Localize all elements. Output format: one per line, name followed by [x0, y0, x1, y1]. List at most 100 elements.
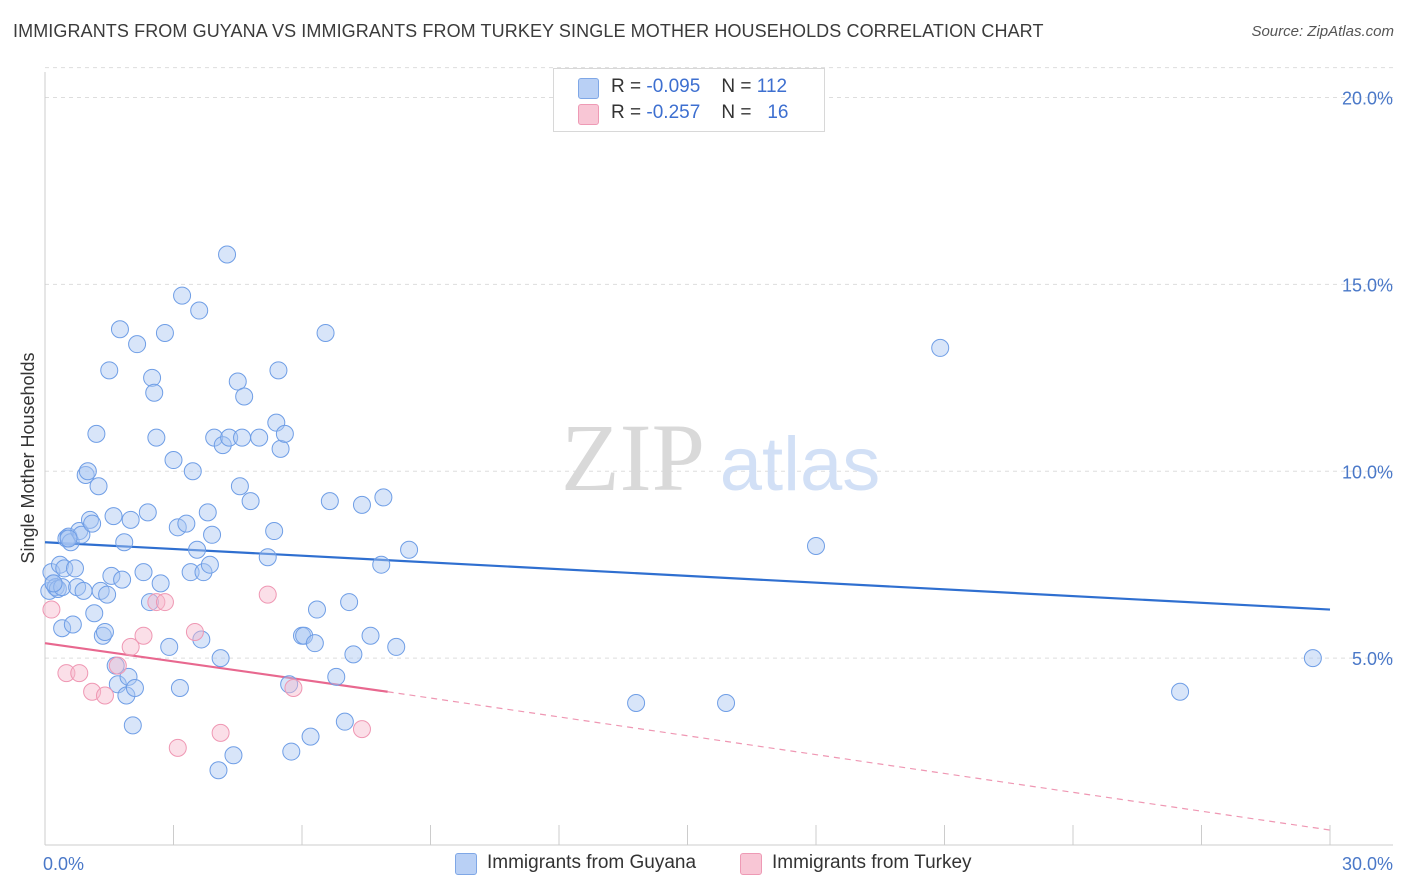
point-guyana — [100, 361, 119, 380]
point-guyana — [65, 559, 84, 578]
point-guyana — [275, 424, 294, 443]
point-guyana — [145, 383, 164, 402]
point-guyana — [305, 634, 324, 653]
chart-source: Source: ZipAtlas.com — [1251, 23, 1394, 40]
point-guyana — [110, 320, 129, 339]
point-turkey — [155, 593, 174, 612]
point-guyana — [140, 593, 159, 612]
point-guyana — [53, 619, 72, 638]
point-guyana — [220, 428, 239, 447]
point-guyana — [177, 514, 196, 533]
point-guyana — [121, 510, 140, 529]
point-guyana — [327, 667, 346, 686]
point-guyana — [335, 712, 354, 731]
point-guyana — [138, 503, 157, 522]
point-guyana — [151, 574, 170, 593]
legend-label-turkey: Immigrants from Turkey — [772, 852, 972, 873]
gridlines — [45, 67, 1393, 659]
point-guyana — [627, 693, 646, 712]
y-tick-label: 10.0% — [1342, 462, 1393, 482]
point-guyana — [200, 555, 219, 574]
point-guyana — [119, 667, 138, 686]
point-guyana — [340, 593, 359, 612]
point-turkey — [108, 656, 127, 675]
stats-legend: R = -0.095 N = 112 R = -0.257 N = 16 — [553, 68, 825, 132]
point-guyana — [85, 604, 104, 623]
point-guyana — [155, 323, 174, 342]
point-guyana — [183, 462, 202, 481]
legend-swatch-turkey — [740, 853, 762, 875]
point-guyana — [233, 428, 252, 447]
n-label: N = — [721, 102, 752, 123]
point-turkey — [352, 720, 371, 739]
n-value-turkey: 16 — [767, 102, 789, 123]
point-guyana — [125, 679, 144, 698]
point-guyana — [218, 245, 237, 264]
point-guyana — [115, 533, 134, 552]
point-guyana — [209, 761, 228, 780]
point-guyana — [78, 462, 97, 481]
point-guyana — [59, 529, 78, 548]
point-turkey — [121, 637, 140, 656]
y-tick-label: 15.0% — [1342, 275, 1393, 295]
point-guyana — [374, 488, 393, 507]
legend-swatch-guyana — [578, 78, 599, 99]
point-turkey — [168, 738, 187, 757]
point-guyana — [344, 645, 363, 664]
point-turkey — [211, 723, 230, 742]
point-guyana — [282, 742, 301, 761]
point-guyana — [271, 439, 290, 458]
point-guyana — [104, 507, 123, 526]
n-label: N = — [721, 76, 752, 97]
point-guyana — [55, 559, 74, 578]
point-turkey — [57, 664, 76, 683]
legend-swatch-turkey — [578, 104, 599, 125]
point-guyana — [316, 323, 335, 342]
chart-title: IMMIGRANTS FROM GUYANA VS IMMIGRANTS FRO… — [13, 21, 1044, 41]
point-guyana — [87, 424, 106, 443]
y-axis-title: Single Mother Households — [18, 352, 38, 563]
trend-line-guyana — [44, 541, 1331, 611]
point-guyana — [361, 626, 380, 645]
point-guyana — [807, 537, 825, 555]
r-label: R = — [611, 76, 642, 97]
point-guyana — [241, 492, 260, 511]
point-turkey — [284, 679, 303, 698]
watermark-zip: ZIP — [561, 404, 705, 511]
point-guyana — [83, 514, 102, 533]
point-guyana — [190, 301, 209, 320]
point-guyana — [1303, 649, 1322, 668]
axes — [44, 72, 1393, 846]
r-value-guyana: -0.095 — [646, 76, 701, 97]
point-guyana — [228, 372, 247, 391]
legend-label-guyana: Immigrants from Guyana — [487, 852, 697, 873]
point-guyana — [265, 522, 284, 541]
point-turkey — [42, 600, 61, 619]
point-turkey — [258, 585, 277, 604]
trend-line-turkey-extension — [387, 691, 1331, 831]
n-value-guyana: 112 — [756, 76, 788, 97]
point-guyana — [164, 451, 183, 470]
y-tick-label: 20.0% — [1342, 89, 1393, 109]
point-guyana — [102, 566, 121, 585]
point-guyana — [301, 727, 320, 746]
point-guyana — [173, 286, 192, 305]
point-guyana — [717, 693, 736, 712]
legend-swatch-guyana — [455, 853, 477, 875]
point-guyana — [213, 436, 232, 455]
point-turkey — [134, 626, 153, 645]
point-guyana — [53, 578, 72, 597]
point-guyana — [123, 716, 142, 735]
point-guyana — [168, 518, 187, 537]
point-turkey — [185, 622, 204, 641]
point-guyana — [372, 555, 391, 574]
x-tick-label: 0.0% — [43, 854, 84, 874]
point-guyana — [320, 492, 339, 511]
point-turkey — [70, 664, 89, 683]
point-guyana — [63, 615, 82, 634]
point-guyana — [387, 637, 406, 656]
watermark-atlas: atlas — [720, 422, 881, 507]
point-guyana — [113, 570, 132, 589]
trend-lines — [44, 541, 1331, 831]
